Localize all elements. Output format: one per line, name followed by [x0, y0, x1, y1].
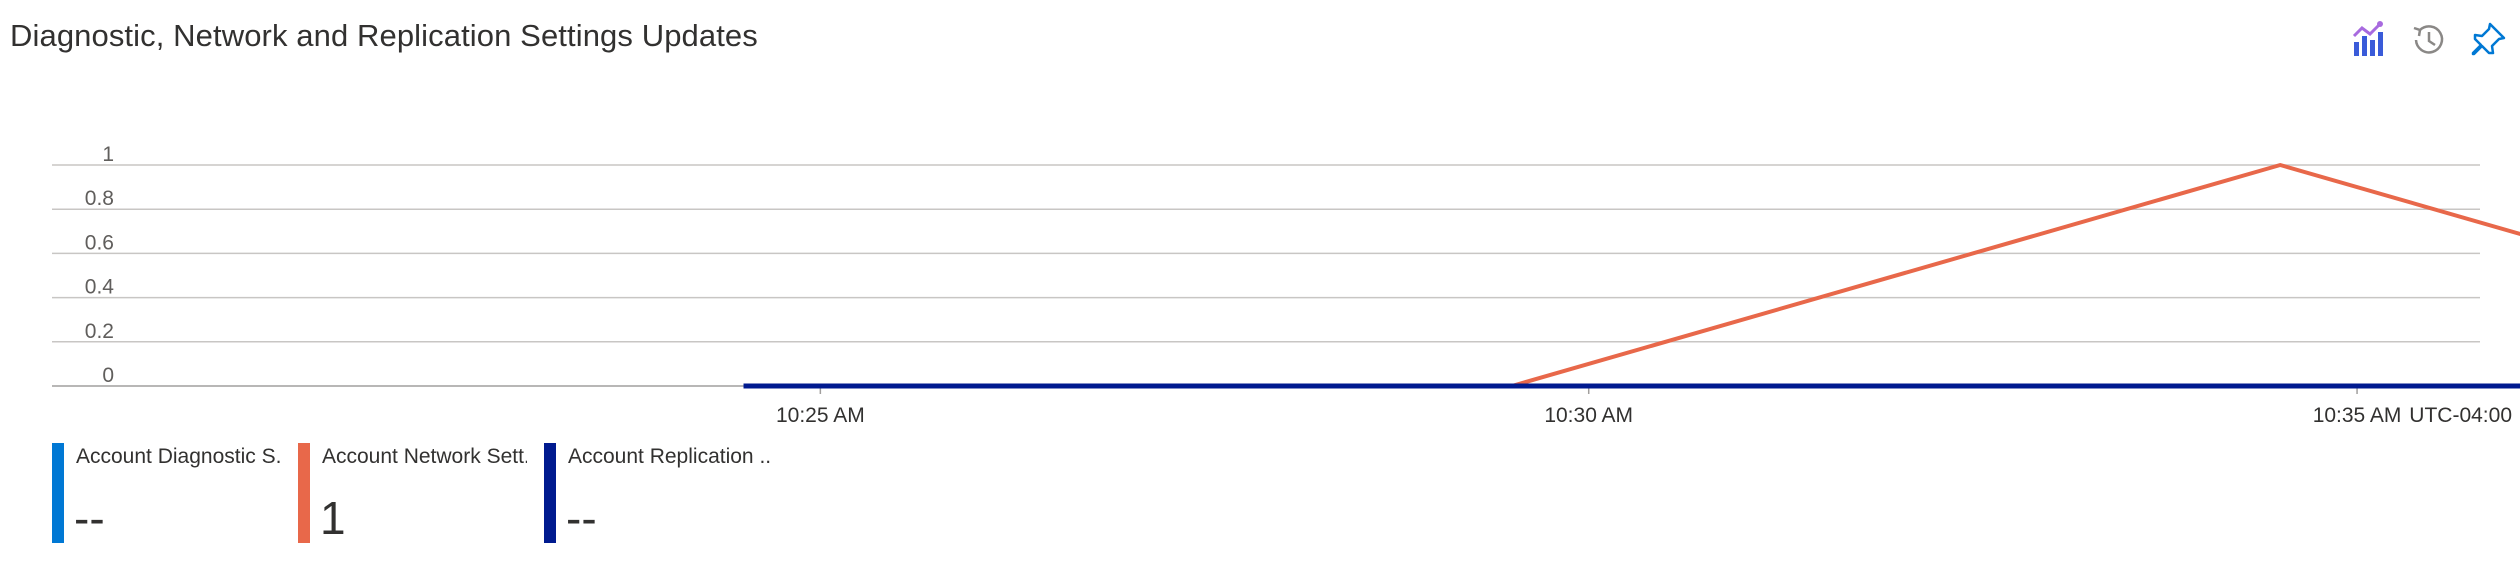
legend-item-diagnostic[interactable]: Account Diagnostic S... --: [52, 443, 281, 544]
legend-label: Account Network Sett...: [322, 445, 527, 468]
grid-lines: [52, 164, 2480, 387]
metrics-chart-icon[interactable]: [2340, 12, 2396, 68]
legend-color-swatch: [52, 443, 64, 543]
x-axis-ticks: 10:25 AM 10:30 AM 10:35 AM: [776, 386, 2401, 427]
history-icon[interactable]: [2400, 12, 2456, 68]
chart-title: Diagnostic, Network and Replication Sett…: [10, 18, 758, 53]
y-tick-label: 0: [102, 364, 114, 387]
legend-label: Account Diagnostic S...: [76, 445, 281, 468]
series-lines: [743, 163, 2520, 389]
legend-value: --: [566, 492, 597, 544]
y-tick-label: 0.4: [85, 276, 115, 299]
legend-item-replication[interactable]: Account Replication ... --: [544, 443, 773, 544]
x-tick-label: 10:35 AM: [2313, 404, 2402, 427]
legend-value: 1: [320, 492, 346, 544]
line-chart: 00.20.40.60.81 10:25 AM 10:30 AM 10:35 AM …: [52, 143, 2520, 427]
y-tick-label: 1: [102, 143, 114, 166]
legend-color-swatch: [298, 443, 310, 543]
series-line-1: [1511, 163, 2520, 388]
timezone-label: UTC-04:00: [2409, 404, 2512, 427]
x-tick-label: 10:30 AM: [1544, 404, 1633, 427]
legend-value: --: [74, 492, 105, 544]
legend-color-swatch: [544, 443, 556, 543]
y-axis-ticks: 0 0.2 0.4 0.6 0.8 1: [85, 143, 115, 387]
legend-item-network[interactable]: Account Network Sett... 1: [298, 443, 527, 544]
y-tick-label: 0.8: [85, 187, 114, 210]
x-tick-label: 10:25 AM: [776, 404, 865, 427]
y-tick-label: 0.2: [85, 320, 114, 343]
legend-label: Account Replication ...: [568, 445, 773, 468]
pin-icon[interactable]: [2460, 12, 2516, 68]
y-tick-label: 0.6: [85, 231, 114, 254]
